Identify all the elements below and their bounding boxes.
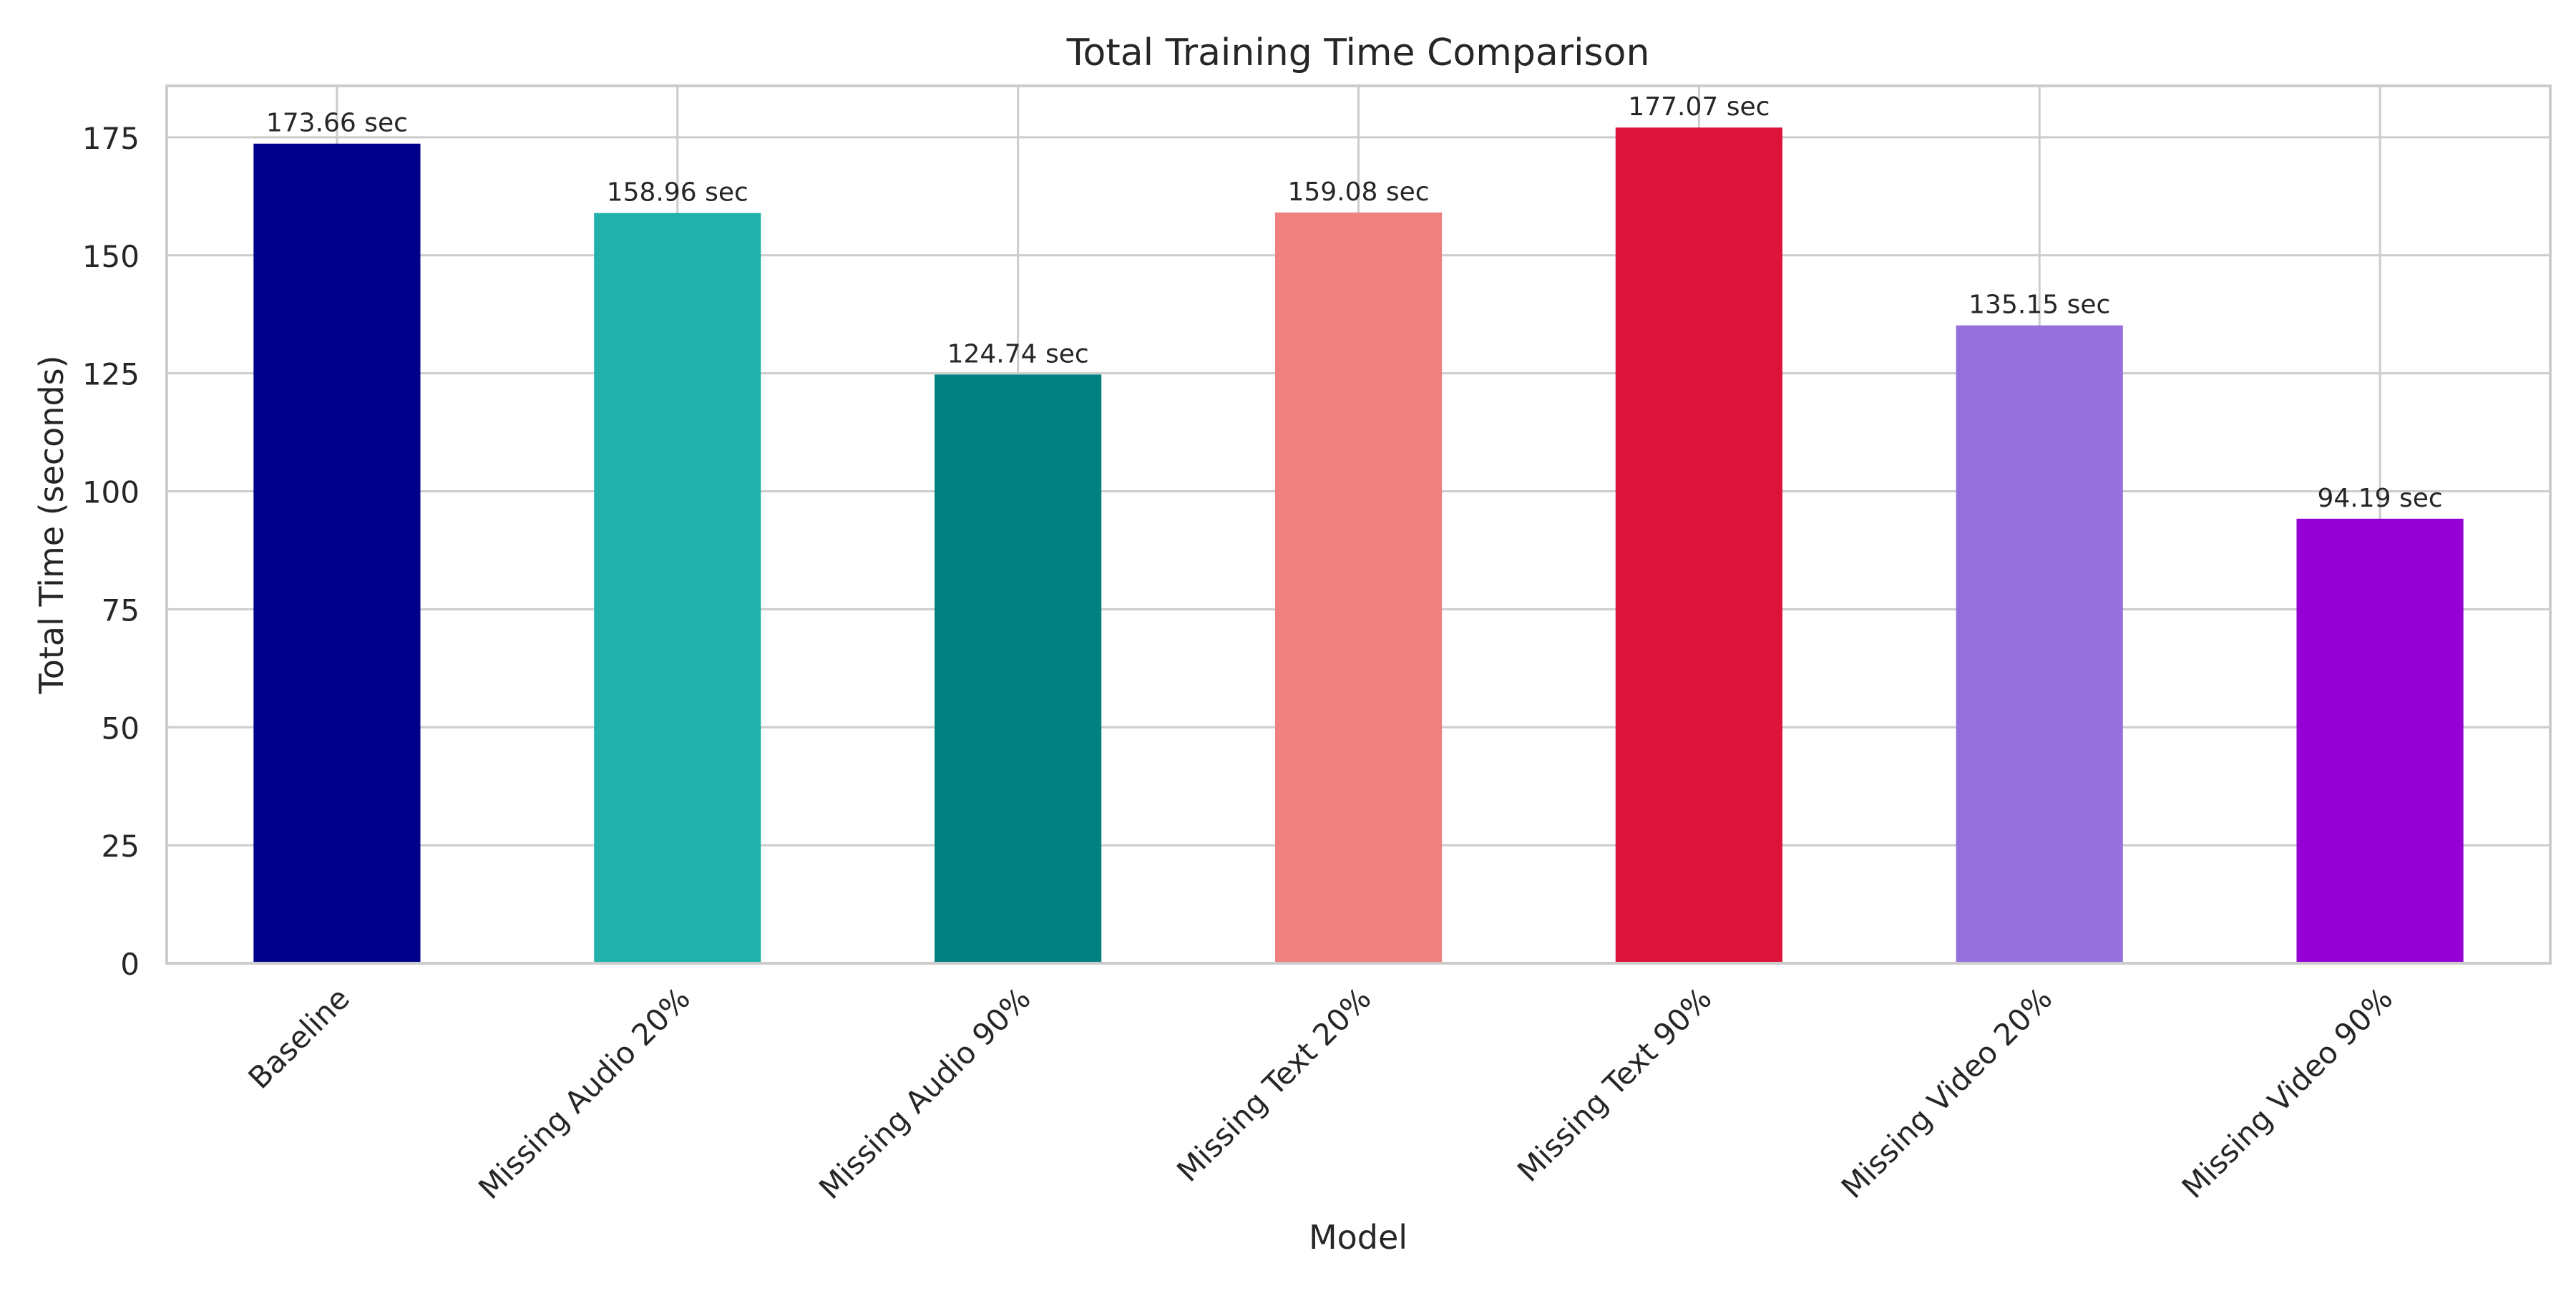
y-tick-labels: 0 25 50 75 100 125 150 175 — [82, 121, 140, 982]
data-label: 158.96 sec — [607, 178, 748, 208]
y-tick-label: 50 — [102, 711, 140, 746]
y-tick-label: 150 — [82, 239, 140, 274]
chart-title: Total Training Time Comparison — [1066, 31, 1650, 74]
data-label: 94.19 sec — [2317, 484, 2442, 513]
y-tick-label: 100 — [82, 475, 140, 510]
bar — [253, 143, 421, 963]
x-axis-label: Model — [1309, 1218, 1407, 1257]
y-axis-label: Total Time (seconds) — [32, 355, 71, 694]
plot-frame — [165, 84, 2552, 965]
y-tick-label: 25 — [102, 829, 140, 864]
data-label: 159.08 sec — [1287, 177, 1429, 207]
data-label: 177.07 sec — [1628, 92, 1770, 122]
y-tick-label: 175 — [82, 121, 140, 156]
bar — [1274, 212, 1443, 964]
bar — [2296, 518, 2464, 963]
data-label: 124.74 sec — [947, 339, 1089, 369]
bar — [594, 213, 761, 964]
data-labels: 173.66 sec 158.96 sec 124.74 sec 159.08 sec… — [266, 92, 2443, 513]
bars — [253, 127, 2464, 964]
y-tick-label: 125 — [82, 357, 140, 392]
data-label: 173.66 sec — [266, 109, 408, 138]
bar — [1615, 127, 1782, 963]
y-tick-label: 75 — [102, 593, 140, 628]
data-label: 135.15 sec — [1968, 291, 2110, 320]
bar — [1956, 325, 2123, 964]
y-tick-label: 0 — [120, 947, 140, 982]
bar — [935, 374, 1102, 963]
